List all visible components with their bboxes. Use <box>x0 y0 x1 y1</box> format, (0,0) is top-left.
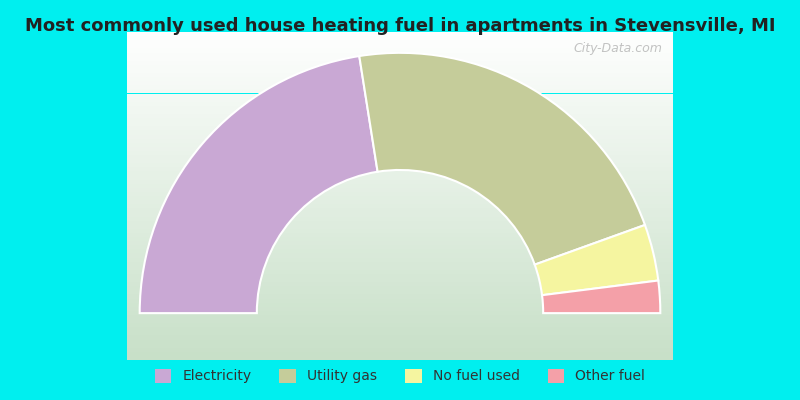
Bar <box>126 208 674 212</box>
Bar <box>126 126 674 130</box>
Wedge shape <box>359 53 645 265</box>
Bar <box>126 245 674 249</box>
Bar <box>126 32 674 36</box>
Bar <box>126 356 674 360</box>
Bar <box>126 110 674 114</box>
Bar <box>126 200 674 204</box>
Bar <box>126 130 674 134</box>
Bar <box>126 286 674 290</box>
Bar <box>126 171 674 176</box>
Bar <box>126 94 674 98</box>
Bar <box>126 335 674 340</box>
Bar <box>126 61 674 65</box>
Bar <box>126 69 674 73</box>
Bar <box>126 216 674 220</box>
Wedge shape <box>140 56 378 313</box>
Bar <box>126 307 674 311</box>
Bar <box>126 188 674 192</box>
Bar <box>126 147 674 151</box>
Legend: Electricity, Utility gas, No fuel used, Other fuel: Electricity, Utility gas, No fuel used, … <box>150 363 650 389</box>
Bar <box>126 225 674 229</box>
Bar <box>126 315 674 319</box>
Bar <box>126 266 674 270</box>
Bar <box>126 102 674 106</box>
Bar <box>126 352 674 356</box>
Bar <box>126 85 674 90</box>
Bar <box>126 331 674 335</box>
Bar <box>126 344 674 348</box>
Bar <box>126 298 674 302</box>
Bar <box>126 114 674 118</box>
Bar <box>126 118 674 122</box>
Bar <box>126 262 674 266</box>
Bar <box>126 81 674 85</box>
Bar <box>126 311 674 315</box>
Bar <box>126 233 674 237</box>
Bar <box>126 167 674 171</box>
Bar <box>126 73 674 77</box>
Bar <box>126 327 674 331</box>
Bar <box>126 302 674 307</box>
Bar <box>126 270 674 274</box>
Bar <box>126 56 674 61</box>
Bar <box>126 278 674 282</box>
Bar <box>126 229 674 233</box>
Bar <box>126 196 674 200</box>
Bar <box>126 36 674 40</box>
Bar <box>126 48 674 52</box>
Bar <box>126 155 674 159</box>
Bar <box>126 40 674 44</box>
Bar <box>126 77 674 81</box>
Bar <box>126 237 674 241</box>
Bar <box>126 98 674 102</box>
Bar <box>126 274 674 278</box>
Bar <box>126 89 674 94</box>
Bar <box>126 44 674 48</box>
Wedge shape <box>534 225 658 295</box>
Bar <box>126 294 674 298</box>
Bar <box>126 241 674 245</box>
Text: Most commonly used house heating fuel in apartments in Stevensville, MI: Most commonly used house heating fuel in… <box>25 17 775 35</box>
Bar <box>126 340 674 344</box>
Bar <box>126 319 674 323</box>
Bar <box>126 282 674 286</box>
Bar <box>126 122 674 126</box>
Bar <box>126 151 674 155</box>
Bar <box>126 176 674 180</box>
Bar <box>126 221 674 225</box>
Bar <box>126 159 674 163</box>
Wedge shape <box>542 280 660 313</box>
Bar <box>126 212 674 216</box>
Bar <box>126 65 674 69</box>
Bar <box>126 323 674 327</box>
Text: City-Data.com: City-Data.com <box>574 42 662 55</box>
Bar <box>126 139 674 143</box>
Bar <box>126 184 674 188</box>
Bar <box>126 143 674 147</box>
Bar <box>126 134 674 139</box>
Bar <box>126 249 674 254</box>
Bar <box>126 52 674 57</box>
Bar <box>126 204 674 208</box>
Bar <box>126 163 674 167</box>
Bar <box>126 348 674 352</box>
Bar <box>126 254 674 258</box>
Bar <box>126 106 674 110</box>
Bar <box>126 258 674 262</box>
Bar <box>126 180 674 184</box>
Bar <box>126 290 674 294</box>
Bar <box>126 192 674 196</box>
